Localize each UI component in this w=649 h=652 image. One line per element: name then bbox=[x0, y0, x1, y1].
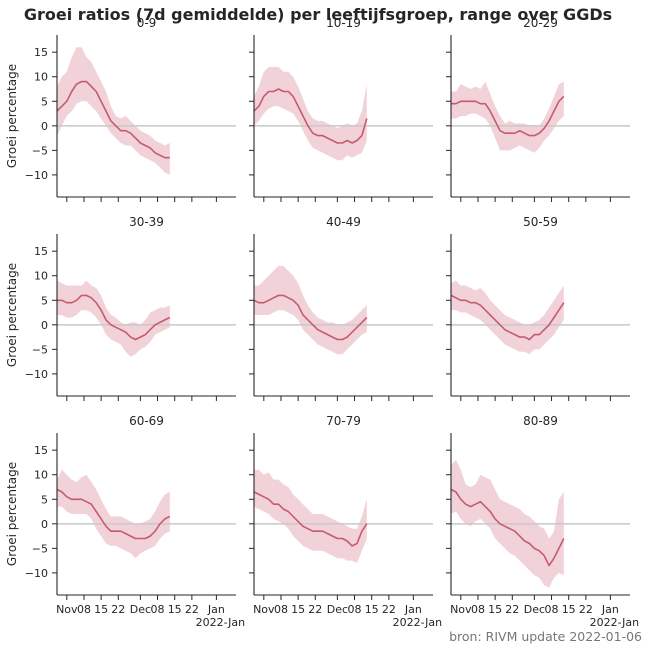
y-tick-label: 5 bbox=[41, 493, 48, 506]
panel-title: 0-9 bbox=[137, 16, 157, 30]
range-band bbox=[254, 66, 367, 161]
y-axis-label: Groei percentage bbox=[5, 462, 19, 566]
range-band bbox=[451, 81, 564, 153]
panel-title: 70-79 bbox=[326, 414, 361, 428]
range-band bbox=[254, 469, 367, 564]
x-year-label: 2022-Jan bbox=[196, 616, 246, 629]
x-tick-label: 22 bbox=[382, 603, 396, 616]
y-tick-label: 10 bbox=[34, 469, 48, 482]
x-tick-label: 08 bbox=[545, 603, 559, 616]
y-tick-label: −10 bbox=[25, 368, 48, 381]
x-tick-label: 15 bbox=[168, 603, 182, 616]
x-tick-label: Nov bbox=[56, 603, 78, 616]
x-tick-label: Nov bbox=[450, 603, 472, 616]
x-tick-label: 08 bbox=[348, 603, 362, 616]
x-tick-label: Jan bbox=[404, 603, 422, 616]
panel-title: 30-39 bbox=[129, 215, 164, 229]
panel-50-59: 50-59 bbox=[446, 215, 630, 401]
x-tick-label: 15 bbox=[94, 603, 108, 616]
panel-10-19: 10-19 bbox=[249, 16, 433, 202]
x-tick-label: 15 bbox=[365, 603, 379, 616]
x-tick-label: 08 bbox=[77, 603, 91, 616]
y-tick-label: −5 bbox=[32, 542, 48, 555]
source-note: bron: RIVM update 2022-01-06 bbox=[449, 629, 642, 644]
panel-title: 60-69 bbox=[129, 414, 164, 428]
panel-title: 40-49 bbox=[326, 215, 361, 229]
series-line bbox=[253, 491, 368, 547]
series-line bbox=[253, 88, 368, 144]
x-tick-label: Jan bbox=[207, 603, 225, 616]
series-line bbox=[450, 488, 565, 567]
series-line bbox=[450, 294, 565, 341]
range-band bbox=[57, 280, 170, 357]
x-tick-label: 15 bbox=[488, 603, 502, 616]
range-band bbox=[451, 280, 564, 355]
x-tick-label: 22 bbox=[505, 603, 519, 616]
x-tick-label: 08 bbox=[274, 603, 288, 616]
panel-title: 80-89 bbox=[523, 414, 558, 428]
x-tick-label: 22 bbox=[579, 603, 593, 616]
panel-title: 20-29 bbox=[523, 16, 558, 30]
x-tick-label: Dec bbox=[524, 603, 545, 616]
y-tick-label: 5 bbox=[41, 95, 48, 108]
y-tick-label: 0 bbox=[41, 518, 48, 531]
x-tick-label: 15 bbox=[562, 603, 576, 616]
series-line bbox=[253, 294, 368, 341]
y-tick-label: 10 bbox=[34, 270, 48, 283]
range-band bbox=[57, 47, 170, 175]
x-tick-label: Jan bbox=[601, 603, 619, 616]
x-tick-label: 22 bbox=[185, 603, 199, 616]
x-tick-label: Nov bbox=[253, 603, 275, 616]
y-tick-label: −5 bbox=[32, 343, 48, 356]
chart-title: Groei ratios (7d gemiddelde) per leeftij… bbox=[24, 5, 612, 24]
range-band bbox=[254, 265, 367, 355]
y-tick-label: 0 bbox=[41, 319, 48, 332]
y-tick-label: −10 bbox=[25, 567, 48, 580]
x-year-label: 2022-Jan bbox=[393, 616, 443, 629]
series-line bbox=[56, 488, 171, 540]
x-tick-label: 15 bbox=[291, 603, 305, 616]
y-axis-label: Groei percentage bbox=[5, 64, 19, 168]
series-line bbox=[56, 80, 170, 159]
series-line bbox=[451, 95, 565, 137]
x-tick-label: Dec bbox=[327, 603, 348, 616]
y-tick-label: 5 bbox=[41, 294, 48, 307]
panel-title: 10-19 bbox=[326, 16, 361, 30]
x-tick-label: 22 bbox=[308, 603, 322, 616]
y-tick-label: −5 bbox=[32, 144, 48, 157]
panel-20-29: 20-29 bbox=[446, 16, 630, 202]
panel-title: 50-59 bbox=[523, 215, 558, 229]
x-tick-label: 22 bbox=[111, 603, 125, 616]
x-year-label: 2022-Jan bbox=[590, 616, 640, 629]
panel-40-49: 40-49 bbox=[249, 215, 433, 401]
x-tick-label: 08 bbox=[471, 603, 485, 616]
y-tick-label: 15 bbox=[34, 444, 48, 457]
range-band bbox=[57, 469, 170, 559]
y-tick-label: 0 bbox=[41, 120, 48, 133]
x-tick-label: Dec bbox=[130, 603, 151, 616]
panel-0-9: 0-9 15 10 5 0 −5 −10 Groei percentage bbox=[5, 16, 236, 202]
x-tick-label: 08 bbox=[151, 603, 165, 616]
panel-30-39: 30-39 15 10 5 0 −5 −10 Groei percentage bbox=[5, 215, 236, 401]
y-tick-label: −10 bbox=[25, 169, 48, 182]
y-tick-label: 15 bbox=[34, 245, 48, 258]
y-tick-label: 10 bbox=[34, 71, 48, 84]
series-line bbox=[57, 294, 171, 341]
y-tick-label: 15 bbox=[34, 46, 48, 59]
y-axis-label: Groei percentage bbox=[5, 263, 19, 367]
